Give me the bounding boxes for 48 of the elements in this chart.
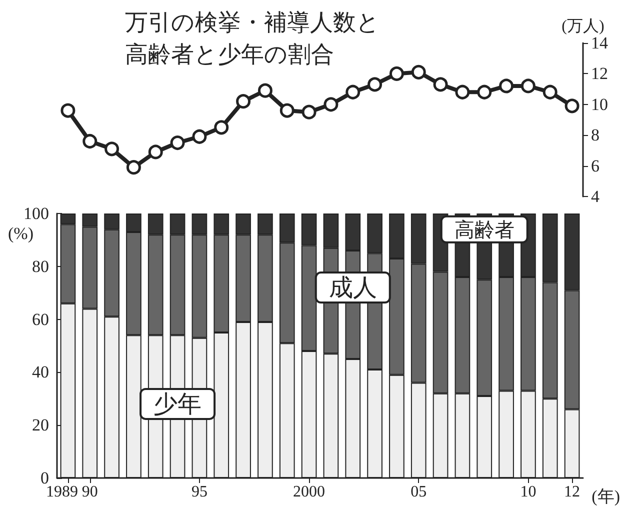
point [170, 136, 185, 150]
chart-title: 万引の検挙・補導人数と高齢者と少年の割合 [125, 10, 380, 68]
x-axis-title: (年) [592, 487, 620, 506]
point [499, 78, 514, 94]
series-label: 成人 [328, 274, 377, 302]
y-tick-label: 80 [32, 256, 49, 276]
point [389, 66, 404, 81]
point [346, 84, 360, 100]
x-tick-label: 12 [564, 484, 580, 500]
point [520, 78, 536, 94]
y-tick-label: 14 [591, 34, 608, 52]
y-tick-label: 60 [32, 310, 49, 329]
point [104, 142, 120, 156]
point [564, 98, 580, 114]
point [455, 84, 470, 100]
series-label: 高齢者 [454, 217, 514, 242]
x-tick-label: 05 [410, 484, 427, 500]
point [324, 97, 338, 112]
x-tick-label: 2000 [293, 484, 326, 500]
y-tick-label: 6 [591, 156, 600, 176]
y-tick-label: 40 [32, 362, 49, 382]
x-tick-label: 10 [520, 484, 536, 500]
point [148, 144, 163, 160]
y-tick-label: 100 [24, 204, 49, 223]
y-tick-label: 8 [591, 126, 600, 145]
point [477, 84, 492, 100]
point [411, 64, 426, 80]
y-axis-title: (%) [8, 224, 34, 243]
point [214, 120, 229, 135]
point [192, 129, 207, 144]
point [542, 84, 558, 100]
point [258, 83, 272, 98]
point [60, 103, 76, 118]
x-tick-label: 90 [82, 484, 98, 500]
y-tick-label: 12 [591, 64, 608, 84]
y-tick-label: 20 [32, 416, 49, 435]
point [82, 134, 98, 148]
point [126, 160, 141, 175]
x-tick-label: 95 [191, 484, 208, 500]
y-tick-label: 10 [591, 94, 608, 114]
point [368, 77, 382, 92]
point [280, 103, 294, 118]
point [302, 104, 316, 120]
y-axis-title: (万人) [562, 18, 604, 36]
point [433, 77, 448, 92]
point [236, 94, 251, 109]
series-label: 少年 [154, 390, 202, 418]
y-tick-label: 4 [591, 187, 600, 206]
